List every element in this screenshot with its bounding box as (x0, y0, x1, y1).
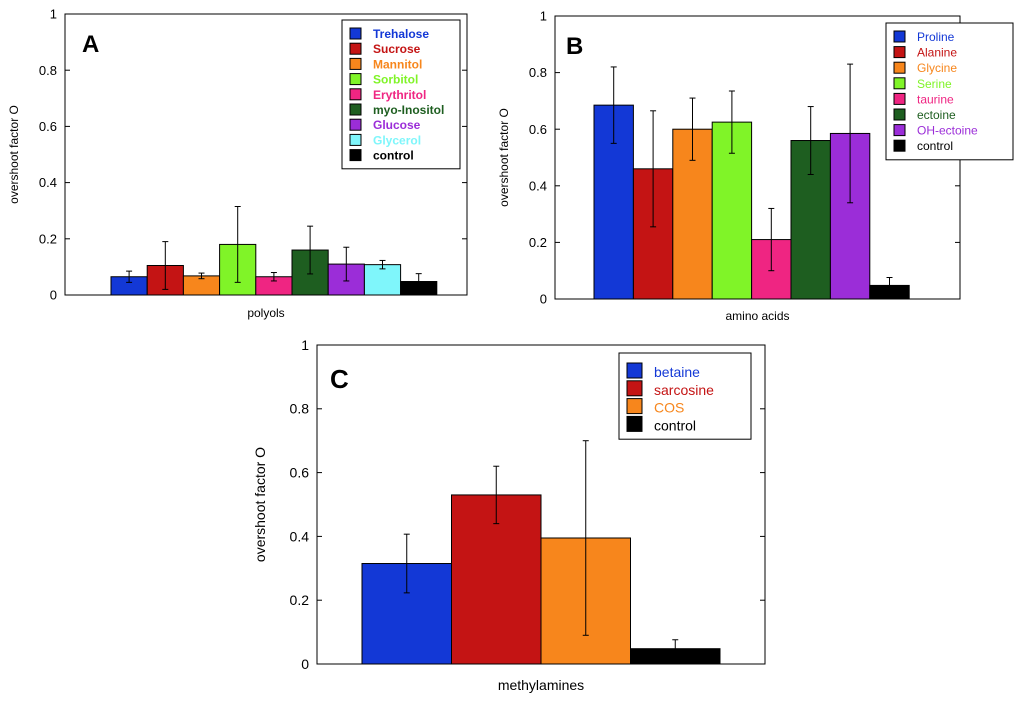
panel-c-ytick-label: 0.6 (290, 465, 310, 481)
panel-a-ytick-label: 1 (50, 7, 57, 22)
panel-a-ytick-label: 0.6 (39, 119, 57, 134)
panel-a-legend-swatch (349, 118, 362, 131)
panel-a-legend-swatch (349, 103, 362, 116)
panel-b-legend-swatch (893, 77, 906, 90)
panel-a-legend-label: Sucrose (373, 42, 421, 56)
panel-c-legend-swatch (626, 362, 643, 379)
panel-b-xlabel: amino acids (725, 309, 789, 323)
panel-b-legend-label: OH-ectoine (917, 124, 978, 138)
panel-a-letter: A (82, 31, 99, 58)
panel-a-xlabel: polyols (247, 306, 284, 320)
panel-b-legend (885, 22, 1014, 161)
panel-c-ytick-label: 0.8 (290, 401, 310, 417)
panel-b-ytick-label: 0 (540, 292, 547, 307)
panel-b-ytick-label: 0.6 (529, 122, 547, 137)
panel-b-legend-swatch (893, 139, 906, 152)
panel-b-legend-swatch (893, 46, 906, 59)
panel-c-legend-swatch (626, 415, 643, 432)
panel-b-legend-swatch (893, 61, 906, 74)
panel-a-ylabel: overshoot factor O (7, 105, 21, 204)
panel-c-legend-label: control (654, 417, 696, 433)
panel-b-ytick-label: 0.8 (529, 65, 547, 80)
panel-a-ytick-label: 0 (50, 288, 57, 303)
panel-a-legend-swatch (349, 149, 362, 162)
panel-a-ytick-label: 0.2 (39, 231, 57, 246)
panel-b-legend-swatch (893, 92, 906, 105)
panel-b-legend-label: taurine (917, 92, 954, 106)
panel-a-ytick-label: 0.4 (39, 175, 57, 190)
panel-b-legend-label: Serine (917, 77, 952, 91)
panel-b-legend-swatch (893, 30, 906, 43)
panel-a-legend-label: Sorbitol (373, 73, 418, 87)
panel-b-legend-label: Glycine (917, 61, 957, 75)
panel-a-legend-label: myo-Inositol (373, 103, 444, 117)
panel-c-ytick-label: 0.2 (290, 592, 310, 608)
panel-b-legend-swatch (893, 124, 906, 137)
panel-c-ytick-label: 0 (301, 656, 309, 672)
panel-a-legend-label: Glycerol (373, 133, 421, 147)
panel-c-ytick-label: 0.4 (290, 528, 310, 544)
panel-c-letter: C (330, 364, 349, 394)
panel-a-legend-swatch (349, 73, 362, 86)
panel-a-legend-swatch (349, 27, 362, 40)
panel-a-legend-swatch (349, 42, 362, 55)
panel-b-legend-label: Proline (917, 30, 955, 44)
panel-c-legend-swatch (626, 398, 643, 415)
panel-a-legend-swatch (349, 57, 362, 70)
panel-a-legend-label: control (373, 149, 414, 163)
panel-b-ytick-label: 1 (540, 9, 547, 24)
panel-b-legend-label: ectoine (917, 108, 956, 122)
panel-c-ytick-label: 1 (301, 337, 309, 353)
panel-c-legend-label: betaine (654, 364, 700, 380)
panel-b-ytick-label: 0.4 (529, 178, 547, 193)
panel-b-legend-swatch (893, 108, 906, 121)
panel-a-legend-label: Erythritol (373, 88, 426, 102)
panel-a-legend-label: Mannitol (373, 57, 422, 71)
panel-b-legend-label: control (917, 139, 953, 153)
panel-c-legend-swatch (626, 380, 643, 397)
panel-a-legend (341, 19, 461, 170)
panel-c-legend-label: COS (654, 400, 684, 416)
panel-b-letter: B (566, 33, 583, 60)
panel-b-ylabel: overshoot factor O (497, 108, 511, 207)
panel-a-legend-label: Trehalose (373, 27, 429, 41)
panel-a-ytick-label: 0.8 (39, 63, 57, 78)
panel-c-ylabel: overshoot factor O (252, 447, 268, 562)
panel-c-legend-label: sarcosine (654, 382, 714, 398)
panel-b-ytick-label: 0.2 (529, 235, 547, 250)
panel-a-bar-glycerol (363, 264, 402, 296)
panel-c-xlabel: methylamines (498, 677, 584, 693)
panel-a-legend-swatch (349, 133, 362, 146)
panel-a-legend-swatch (349, 88, 362, 101)
panel-a-legend-label: Glucose (373, 118, 421, 132)
panel-b-legend-label: Alanine (917, 46, 957, 60)
